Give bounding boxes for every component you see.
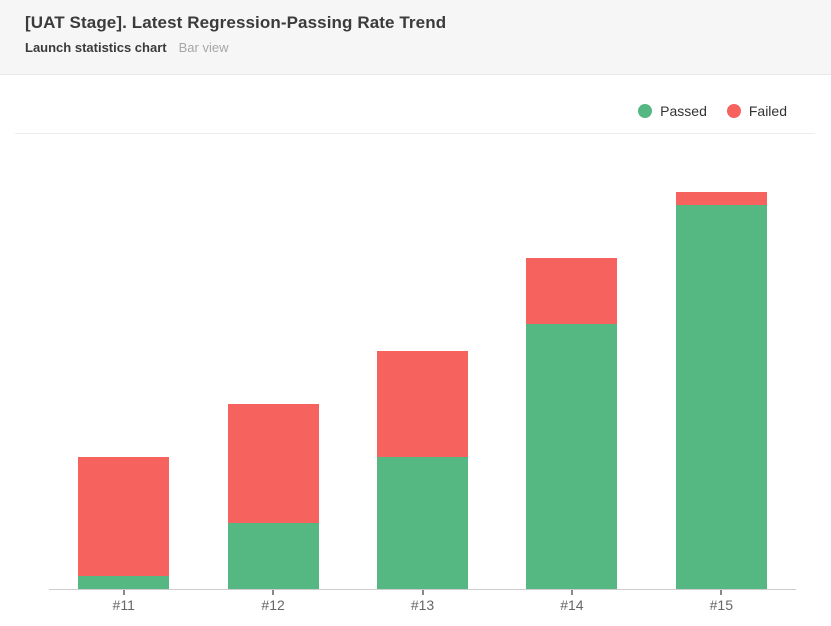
widget-subtitle: Launch statistics chart xyxy=(25,40,167,55)
legend-item-passed[interactable]: Passed xyxy=(638,103,707,119)
bar-segment-passed[interactable] xyxy=(377,456,469,589)
bar-segment-failed[interactable] xyxy=(675,192,767,206)
bar-segment-failed[interactable] xyxy=(526,258,618,325)
x-axis-tick xyxy=(421,590,424,595)
bar-segment-failed[interactable] xyxy=(227,403,319,523)
x-label-slot: #15 xyxy=(647,590,796,613)
bar-slot xyxy=(49,140,198,589)
bar-segment-failed[interactable] xyxy=(377,350,469,457)
x-axis-line xyxy=(49,589,796,590)
x-label-slot: #13 xyxy=(348,590,497,613)
bar-segment-failed[interactable] xyxy=(78,456,170,576)
x-axis-label: #15 xyxy=(709,597,733,613)
x-axis-label: #13 xyxy=(410,597,435,613)
bar-segment-passed[interactable] xyxy=(675,205,767,589)
bar-slot xyxy=(647,140,796,589)
bar-segment-passed[interactable] xyxy=(227,522,319,589)
x-axis-tick xyxy=(570,590,573,595)
legend-item-failed[interactable]: Failed xyxy=(726,103,787,119)
x-label-slot: #12 xyxy=(198,590,347,613)
widget-title: [UAT Stage]. Latest Regression-Passing R… xyxy=(25,13,447,32)
x-axis-label: #14 xyxy=(560,597,584,613)
bar-11[interactable] xyxy=(78,456,170,589)
bar-segment-passed[interactable] xyxy=(78,575,170,589)
bar-13[interactable] xyxy=(377,350,469,589)
legend-separator xyxy=(15,133,815,134)
legend-label-passed: Passed xyxy=(660,103,707,119)
widget-header: [UAT Stage]. Latest Regression-Passing R… xyxy=(0,0,831,75)
failed-legend-dot-icon xyxy=(726,104,741,118)
passed-legend-dot-icon xyxy=(638,104,653,118)
plot-bars xyxy=(49,140,796,589)
bar-14[interactable] xyxy=(526,258,618,589)
bar-slot xyxy=(497,140,646,589)
x-axis-labels: #11 #12 #13 #14 #15 xyxy=(49,590,796,613)
bar-15[interactable] xyxy=(675,192,767,589)
x-label-slot: #11 xyxy=(49,590,198,613)
x-axis-label: #12 xyxy=(261,597,285,613)
x-axis-tick xyxy=(122,590,125,595)
legend-label-failed: Failed xyxy=(748,103,787,119)
view-mode-label: Bar view xyxy=(178,40,229,55)
stacked-bar-chart: #11 #12 #13 #14 #15 xyxy=(49,140,796,613)
x-axis-tick xyxy=(272,590,275,595)
widget-subtitle-row: Launch statistics chart Bar view xyxy=(25,40,806,55)
x-axis-tick xyxy=(720,590,723,595)
bar-slot xyxy=(348,140,497,589)
x-label-slot: #14 xyxy=(497,590,646,613)
bar-12[interactable] xyxy=(227,403,319,589)
x-axis-label: #11 xyxy=(112,597,135,613)
bar-slot xyxy=(198,140,347,589)
chart-legend: Passed Failed xyxy=(638,103,787,119)
bar-segment-passed[interactable] xyxy=(526,324,618,589)
